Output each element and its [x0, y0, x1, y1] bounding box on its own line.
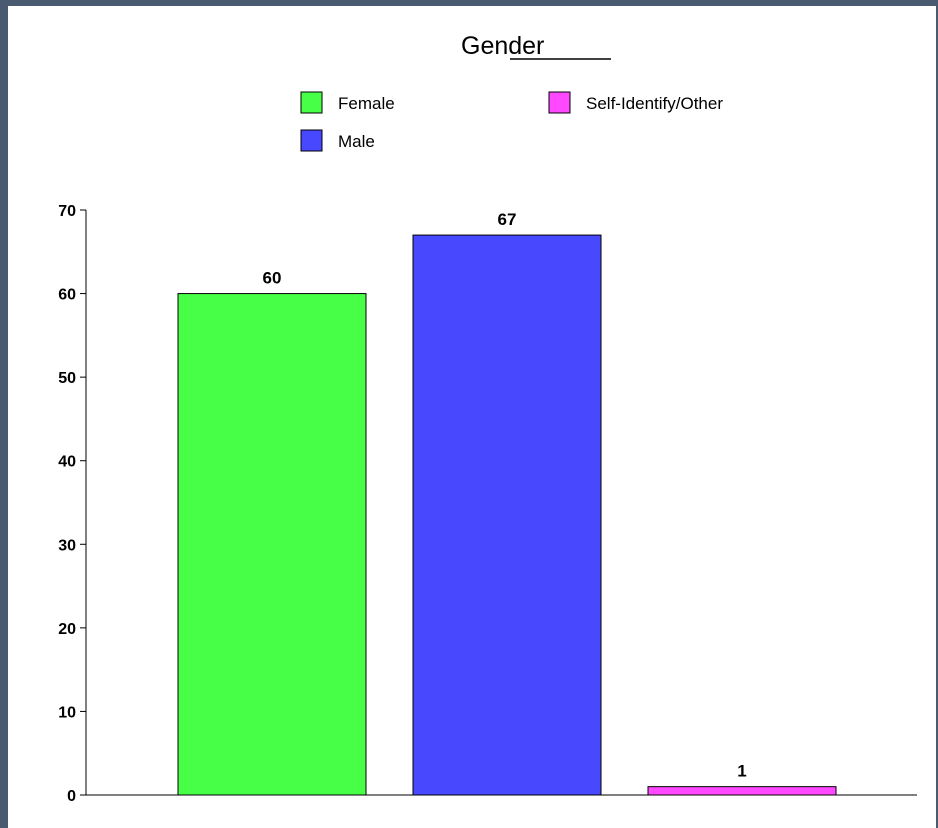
- y-tick-label: 30: [58, 537, 76, 554]
- y-tick-label: 40: [58, 454, 76, 471]
- y-tick-label: 0: [67, 788, 76, 805]
- data-labels: 60 67 1: [263, 210, 747, 781]
- bar-male: [412, 234, 602, 796]
- legend-label-self-identify-other: Self-Identify/Other: [586, 94, 723, 113]
- data-label: 1: [737, 762, 746, 781]
- data-label: 60: [263, 269, 282, 288]
- legend-swatch-male: [300, 129, 323, 152]
- legend-label-male: Male: [338, 132, 375, 151]
- bar-chart: Gender Female Self-Identify/Other Male 0…: [58, 32, 917, 805]
- y-tick-label: 10: [58, 704, 76, 721]
- y-tick-label: 50: [58, 370, 76, 387]
- chart-title: Gender: [461, 32, 544, 60]
- legend-swatch-female: [300, 91, 323, 114]
- y-tick-label: 70: [58, 203, 76, 220]
- bar-female: [177, 293, 367, 796]
- y-axis-ticks: 0 10 20 30 40 50 60 70: [58, 203, 86, 805]
- legend: Female Self-Identify/Other Male: [300, 91, 723, 152]
- bars: [177, 234, 837, 796]
- legend-label-female: Female: [338, 94, 395, 113]
- legend-swatch-self-identify-other: [548, 91, 571, 114]
- data-label: 67: [498, 210, 517, 229]
- bar-self-identify-other: [647, 786, 837, 796]
- y-tick-label: 60: [58, 287, 76, 304]
- y-tick-label: 20: [58, 621, 76, 638]
